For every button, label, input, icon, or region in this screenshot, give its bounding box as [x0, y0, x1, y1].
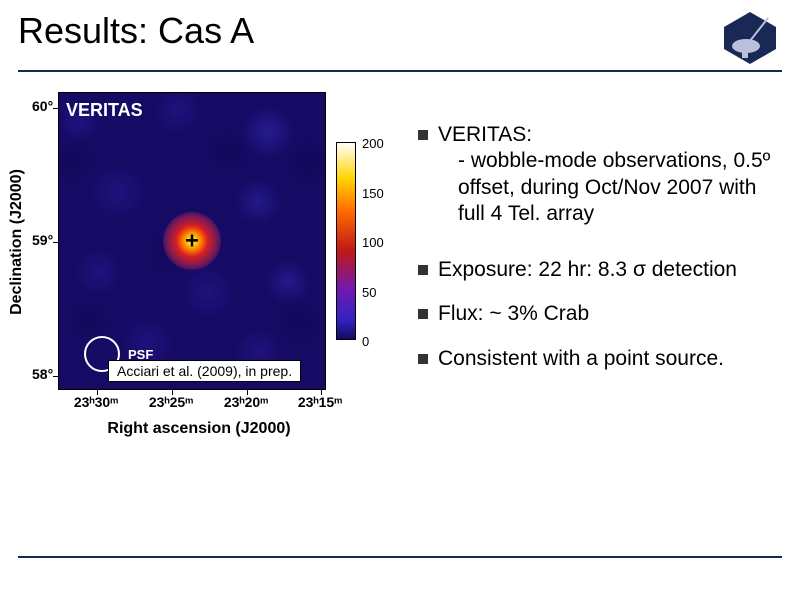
y-tick: 58° — [32, 366, 53, 382]
bullet-lead: Flux: ~ 3% Crab — [438, 301, 589, 327]
bullet-icon — [418, 265, 428, 275]
footer-divider — [18, 556, 782, 558]
x-tick: 23ʰ25ᵐ — [149, 394, 193, 410]
skymap-figure: Declination (J2000) 60° 59° 58° + VERITA… — [4, 92, 394, 438]
colorbar-tick: 150 — [362, 186, 384, 201]
bullet-sub: - wobble-mode observations, 0.5º offset,… — [458, 148, 782, 227]
bullet-item: Exposure: 22 hr: 8.3 σ detection — [418, 257, 782, 283]
x-tick: 23ʰ30ᵐ — [74, 394, 118, 410]
bullet-icon — [418, 354, 428, 364]
colorbar-tick: 200 — [362, 136, 384, 151]
bullet-item: Flux: ~ 3% Crab — [418, 301, 782, 327]
skymap-panel: + VERITAS PSF Acciari et al. (2009), in … — [58, 92, 326, 390]
bullet-item: Consistent with a point source. — [418, 346, 782, 372]
x-ticks: 23ʰ15ᵐ 23ʰ20ᵐ 23ʰ25ᵐ 23ʰ30ᵐ — [58, 390, 326, 412]
panel-label: VERITAS — [66, 100, 143, 121]
x-tick: 23ʰ20ᵐ — [224, 394, 268, 410]
colorbar-tick: 0 — [362, 334, 369, 349]
source-cross-icon: + — [185, 229, 198, 254]
colorbar-tick: 100 — [362, 235, 384, 250]
colorbar-tick: 50 — [362, 285, 376, 300]
bullet-icon — [418, 309, 428, 319]
y-tick: 59° — [32, 232, 53, 248]
y-tick: 60° — [32, 98, 53, 114]
bullet-lead: VERITAS: — [438, 123, 532, 146]
y-axis-label: Declination (J2000) — [8, 169, 26, 315]
veritas-logo-icon — [718, 10, 782, 66]
bullet-lead: Consistent with a point source. — [438, 346, 724, 372]
x-tick: 23ʰ15ᵐ — [298, 394, 342, 410]
bullet-icon — [418, 130, 428, 140]
bullet-list: VERITAS: - wobble-mode observations, 0.5… — [418, 92, 782, 438]
colorbar — [336, 142, 356, 340]
bullet-lead: Exposure: 22 hr: 8.3 σ detection — [438, 257, 737, 283]
figure-caption: Acciari et al. (2009), in prep. — [108, 360, 301, 382]
x-axis-label: Right ascension (J2000) — [4, 420, 394, 438]
bullet-item: VERITAS: - wobble-mode observations, 0.5… — [418, 122, 782, 227]
page-title: Results: Cas A — [18, 10, 254, 52]
